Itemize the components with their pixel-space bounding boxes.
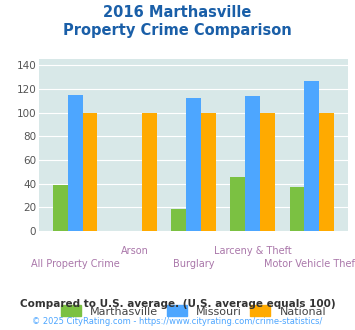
Text: Motor Vehicle Theft: Motor Vehicle Theft (264, 259, 355, 269)
Bar (230, 177, 245, 231)
Bar (68, 95, 83, 231)
Text: All Property Crime: All Property Crime (31, 259, 120, 269)
Text: Larceny & Theft: Larceny & Theft (214, 246, 291, 256)
Bar (290, 187, 304, 231)
Bar (171, 209, 186, 231)
Bar (83, 113, 97, 231)
Text: © 2025 CityRating.com - https://www.cityrating.com/crime-statistics/: © 2025 CityRating.com - https://www.city… (32, 317, 323, 326)
Bar (186, 98, 201, 231)
Text: Property Crime Comparison: Property Crime Comparison (63, 23, 292, 38)
Bar (319, 113, 334, 231)
Bar (304, 81, 319, 231)
Legend: Marthasville, Missouri, National: Marthasville, Missouri, National (58, 302, 329, 320)
Text: Compared to U.S. average. (U.S. average equals 100): Compared to U.S. average. (U.S. average … (20, 299, 335, 309)
Text: Burglary: Burglary (173, 259, 214, 269)
Text: Arson: Arson (120, 246, 148, 256)
Bar (201, 113, 215, 231)
Bar (142, 113, 157, 231)
Bar (245, 96, 260, 231)
Text: 2016 Marthasville: 2016 Marthasville (103, 5, 252, 20)
Bar (260, 113, 275, 231)
Bar (53, 185, 68, 231)
